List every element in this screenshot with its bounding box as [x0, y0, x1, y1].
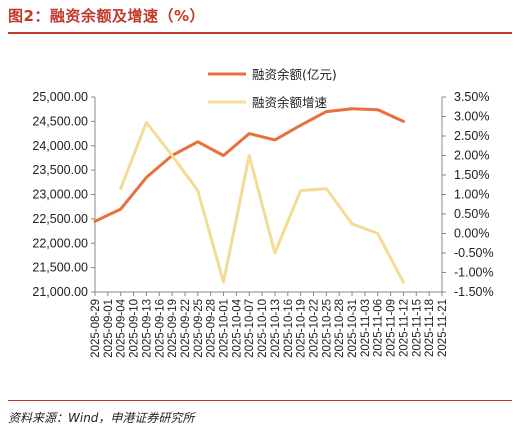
- right-tick-label: 3.00%: [454, 110, 489, 124]
- left-tick-label: 25,000.00: [32, 90, 88, 104]
- x-tick-label: 2025-09-25: [193, 299, 205, 358]
- series-line-2: [119, 120, 405, 284]
- right-tick-label: -0.50%: [454, 246, 494, 260]
- x-tick-label: 2025-08-29: [90, 299, 102, 358]
- x-tick-label: 2025-10-04: [231, 298, 243, 357]
- right-tick-label: 0.50%: [454, 207, 489, 221]
- series-line-1: [93, 107, 405, 223]
- right-tick-label: 1.50%: [454, 168, 489, 182]
- x-tick-label: 2025-10-19: [296, 299, 308, 358]
- left-tick-label: 23,000.00: [32, 188, 88, 202]
- x-tick-label: 2025-10-22: [308, 299, 320, 358]
- x-tick-label: 2025-11-15: [411, 299, 423, 357]
- x-tick-label: 2025-09-13: [141, 299, 153, 358]
- right-tick-label: 0.00%: [454, 227, 489, 241]
- right-tick-label: -1.00%: [454, 266, 494, 280]
- legend-label-1: 融资余额(亿元): [252, 67, 337, 82]
- legend-label-2: 融资余额增速: [252, 95, 328, 110]
- title-divider: [8, 32, 512, 34]
- x-tick-label: 2025-09-28: [206, 299, 218, 358]
- x-tick-label: 2025-11-18: [424, 299, 436, 357]
- x-tick-label: 2025-11-06: [373, 299, 385, 357]
- chart-title: 图2：融资余额及增速（%）: [8, 7, 205, 25]
- x-tick-label: 2025-09-22: [180, 299, 192, 358]
- left-tick-label: 21,000.00: [32, 285, 88, 299]
- left-tick-label: 22,000.00: [32, 236, 88, 250]
- x-tick-label: 2025-11-03: [360, 299, 372, 357]
- footer-divider: [8, 400, 512, 401]
- left-tick-label: 22,500.00: [32, 212, 88, 226]
- left-tick-label: 21,500.00: [32, 261, 88, 275]
- x-tick-label: 2025-10-31: [347, 299, 359, 358]
- x-tick-label: 2025-10-13: [270, 299, 282, 358]
- x-tick-label: 2025-10-25: [321, 299, 333, 358]
- left-tick-label: 24,500.00: [32, 114, 88, 128]
- left-tick-label: 23,500.00: [32, 163, 88, 177]
- right-tick-label: 3.50%: [454, 90, 489, 104]
- right-tick-label: 2.00%: [454, 149, 489, 163]
- x-tick-label: 2025-11-09: [386, 299, 398, 357]
- right-tick-label: 2.50%: [454, 129, 489, 143]
- x-tick-label: 2025-09-01: [103, 299, 115, 358]
- x-tick-label: 2025-09-16: [154, 299, 166, 358]
- x-tick-label: 2025-10-28: [334, 299, 346, 358]
- x-tick-label: 2025-09-10: [129, 299, 141, 358]
- x-tick-label: 2025-09-19: [167, 299, 179, 358]
- x-tick-label: 2025-09-04: [116, 298, 128, 357]
- left-tick-label: 24,000.00: [32, 139, 88, 153]
- right-tick-label: 1.00%: [454, 188, 489, 202]
- x-tick-label: 2025-11-12: [398, 299, 410, 357]
- source-note: 资料来源：Wind，申港证券研究所: [8, 411, 195, 425]
- x-tick-label: 2025-10-10: [257, 299, 269, 358]
- chart-area: 21,000.00 21,500.00 22,000.00 22,500.00 23,0…: [32, 67, 494, 358]
- x-tick-label: 2025-10-01: [219, 299, 231, 358]
- x-tick-label: 2025-10-16: [283, 299, 295, 358]
- right-tick-label: -1.50%: [454, 285, 494, 299]
- x-tick-label: 2025-10-07: [244, 299, 256, 358]
- x-tick-label: 2025-11-21: [437, 299, 449, 357]
